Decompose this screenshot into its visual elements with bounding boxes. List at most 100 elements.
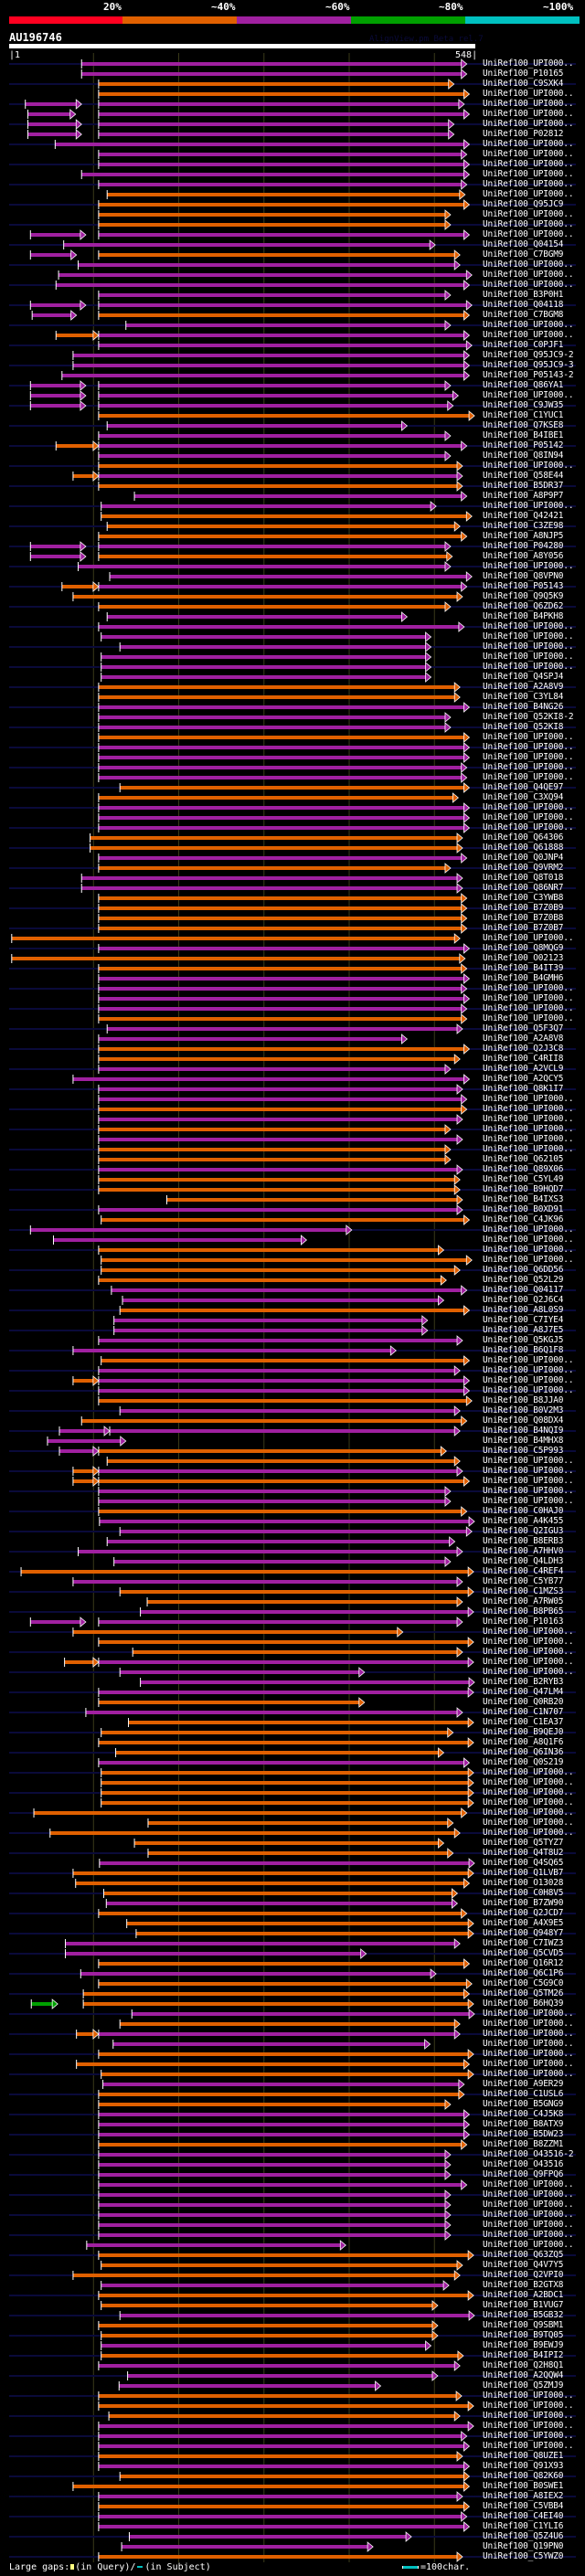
hit-label[interactable]: UniRef100_UPI000..: [483, 1104, 574, 1114]
hit-label[interactable]: UniRef100_Q86YA1: [483, 380, 564, 390]
hit-label[interactable]: UniRef100_B4NQI9: [483, 1426, 564, 1436]
hit-label[interactable]: UniRef100_Q8T018: [483, 873, 564, 883]
hit-label[interactable]: UniRef100_UPI000..: [483, 2069, 574, 2079]
hit-label[interactable]: UniRef100_UPI000..: [483, 822, 574, 832]
hit-label[interactable]: UniRef100_C3XQ94: [483, 792, 564, 802]
hit-label[interactable]: UniRef100_UPI000..: [483, 149, 574, 159]
hit-label[interactable]: UniRef100_A4X9E5: [483, 1918, 564, 1928]
hit-label[interactable]: UniRef100_UPI000..: [483, 983, 574, 993]
hit-label[interactable]: UniRef100_O43516-2: [483, 2149, 574, 2159]
hit-label[interactable]: UniRef100_C4EI40: [483, 2511, 564, 2521]
hit-label[interactable]: UniRef100_B4GMH6: [483, 973, 564, 983]
hit-label[interactable]: UniRef100_Q2J6C4: [483, 1295, 564, 1305]
hit-label[interactable]: UniRef100_Q5F3Q7: [483, 1023, 564, 1034]
hit-label[interactable]: UniRef100_B2GTX8: [483, 2280, 564, 2290]
hit-label[interactable]: UniRef100_B5DR37: [483, 481, 564, 491]
hit-label[interactable]: UniRef100_C1MZS3: [483, 1586, 564, 1596]
hit-label[interactable]: UniRef100_UPI000..: [483, 280, 574, 290]
hit-label[interactable]: UniRef100_Q5CVD5: [483, 1948, 564, 1958]
hit-label[interactable]: UniRef100_Q1LVB7: [483, 1868, 564, 1878]
hit-label[interactable]: UniRef100_C3ZE98: [483, 521, 564, 531]
hit-label[interactable]: UniRef100_C5YWZ0: [483, 2551, 564, 2561]
hit-label[interactable]: UniRef100_UPI000..: [483, 1627, 574, 1637]
hit-label[interactable]: UniRef100_Q2JCD7: [483, 1908, 564, 1918]
hit-label[interactable]: UniRef100_UPI000..: [483, 270, 574, 280]
hit-label[interactable]: UniRef100_B3P0H1: [483, 290, 564, 300]
hit-label[interactable]: UniRef100_B8JJA0: [483, 1395, 564, 1405]
hit-label[interactable]: UniRef100_UPI000..: [483, 631, 574, 641]
hit-label[interactable]: UniRef100_UPI000..: [483, 1114, 574, 1124]
hit-label[interactable]: UniRef100_Q95JC9-3: [483, 360, 574, 370]
hit-label[interactable]: UniRef100_Q5ZMJ9: [483, 2380, 564, 2390]
hit-label[interactable]: UniRef100_UPI000..: [483, 169, 574, 179]
hit-label[interactable]: UniRef100_Q61888: [483, 843, 564, 853]
hit-label[interactable]: UniRef100_UPI000..: [483, 2210, 574, 2220]
hit-label[interactable]: UniRef100_UPI000..: [483, 2009, 574, 2019]
hit-label[interactable]: UniRef100_Q7KSE8: [483, 420, 564, 430]
hit-label[interactable]: UniRef100_Q948Y7: [483, 1928, 564, 1938]
hit-label[interactable]: UniRef100_C9JW35: [483, 400, 564, 410]
hit-label[interactable]: UniRef100_UPI000..: [483, 993, 574, 1003]
hit-label[interactable]: UniRef100_UPI000..: [483, 320, 574, 330]
hit-label[interactable]: UniRef100_A2QQW4: [483, 2370, 564, 2380]
hit-label[interactable]: UniRef100_Q4LDH3: [483, 1556, 564, 1566]
hit-label[interactable]: UniRef100_Q8IN94: [483, 451, 564, 461]
hit-label[interactable]: UniRef100_Q52KI8: [483, 722, 564, 732]
hit-label[interactable]: UniRef100_C5YB77: [483, 1576, 564, 1586]
hit-label[interactable]: UniRef100_UPI000..: [483, 1456, 574, 1466]
hit-label[interactable]: UniRef100_C9SXK4: [483, 79, 564, 89]
hit-label[interactable]: UniRef100_UPI000..: [483, 2059, 574, 2069]
hit-label[interactable]: UniRef100_UPI000..: [483, 1144, 574, 1154]
hit-label[interactable]: UniRef100_UPI000..: [483, 1245, 574, 1255]
hit-label[interactable]: UniRef100_P05143: [483, 581, 564, 591]
hit-label[interactable]: UniRef100_UPI000..: [483, 219, 574, 229]
hit-label[interactable]: UniRef100_P05142: [483, 440, 564, 451]
hit-label[interactable]: UniRef100_Q0JNP4: [483, 853, 564, 863]
hit-label[interactable]: UniRef100_C1EA37: [483, 1717, 564, 1727]
hit-label[interactable]: UniRef100_O43516: [483, 2159, 564, 2169]
hit-label[interactable]: UniRef100_A8P9P7: [483, 491, 564, 501]
hit-label[interactable]: UniRef100_UPI000..: [483, 2421, 574, 2431]
hit-label[interactable]: UniRef100_C7IYE4: [483, 1315, 564, 1325]
hit-label[interactable]: UniRef100_C1YLI6: [483, 2521, 564, 2531]
hit-label[interactable]: UniRef100_Q2IGU3: [483, 1526, 564, 1536]
hit-label[interactable]: UniRef100_UPI000..: [483, 1224, 574, 1235]
hit-label[interactable]: UniRef100_UPI000..: [483, 772, 574, 782]
hit-label[interactable]: UniRef100_UPI000..: [483, 561, 574, 571]
hit-label[interactable]: UniRef100_B4IBE1: [483, 430, 564, 440]
hit-label[interactable]: UniRef100_UPI000..: [483, 1818, 574, 1828]
hit-label[interactable]: UniRef100_UPI000..: [483, 2189, 574, 2200]
hit-label[interactable]: UniRef100_Q95JC9: [483, 199, 564, 209]
hit-label[interactable]: UniRef100_B4IT39: [483, 963, 564, 973]
hit-label[interactable]: UniRef100_UPI000..: [483, 229, 574, 239]
hit-label[interactable]: UniRef100_Q6DD56: [483, 1265, 564, 1275]
hit-label[interactable]: UniRef100_Q2H8Q1: [483, 2360, 564, 2370]
hit-label[interactable]: UniRef100_UPI000..: [483, 1124, 574, 1134]
hit-label[interactable]: UniRef100_B4IXS3: [483, 1194, 564, 1204]
hit-label[interactable]: UniRef100_C5G9C0: [483, 1978, 564, 1988]
hit-label[interactable]: UniRef100_UPI000..: [483, 1637, 574, 1647]
hit-label[interactable]: UniRef100_P05143-2: [483, 370, 574, 380]
hit-label[interactable]: UniRef100_Q8UZE1: [483, 2451, 564, 2461]
hit-label[interactable]: UniRef100_A8Y056: [483, 551, 564, 561]
hit-label[interactable]: UniRef100_A2A8V9: [483, 682, 564, 692]
hit-label[interactable]: UniRef100_UPI000..: [483, 933, 574, 943]
hit-label[interactable]: UniRef100_C1YUC1: [483, 410, 564, 420]
hit-label[interactable]: UniRef100_Q9VRM2: [483, 863, 564, 873]
hit-label[interactable]: UniRef100_UPI000..: [483, 179, 574, 189]
hit-label[interactable]: UniRef100_UPI000..: [483, 1355, 574, 1365]
hit-label[interactable]: UniRef100_Q52KI8-2: [483, 712, 574, 722]
hit-label[interactable]: UniRef100_UPI000..: [483, 2411, 574, 2421]
hit-label[interactable]: UniRef100_UPI000..: [483, 1496, 574, 1506]
hit-label[interactable]: UniRef100_UPI000..: [483, 762, 574, 772]
hit-label[interactable]: UniRef100_C7BGM8: [483, 310, 564, 320]
hit-label[interactable]: UniRef100_A8IEX2: [483, 2491, 564, 2501]
hit-label[interactable]: UniRef100_Q4QE97: [483, 782, 564, 792]
hit-label[interactable]: UniRef100_UPI000..: [483, 1667, 574, 1677]
hit-label[interactable]: UniRef100_Q08DX4: [483, 1415, 564, 1426]
hit-label[interactable]: UniRef100_UPI000..: [483, 99, 574, 109]
hit-label[interactable]: UniRef100_C3YWB8: [483, 893, 564, 903]
hit-label[interactable]: UniRef100_UPI000..: [483, 260, 574, 270]
hit-label[interactable]: UniRef100_UPI000..: [483, 621, 574, 631]
hit-label[interactable]: UniRef100_Q52L29: [483, 1275, 564, 1285]
